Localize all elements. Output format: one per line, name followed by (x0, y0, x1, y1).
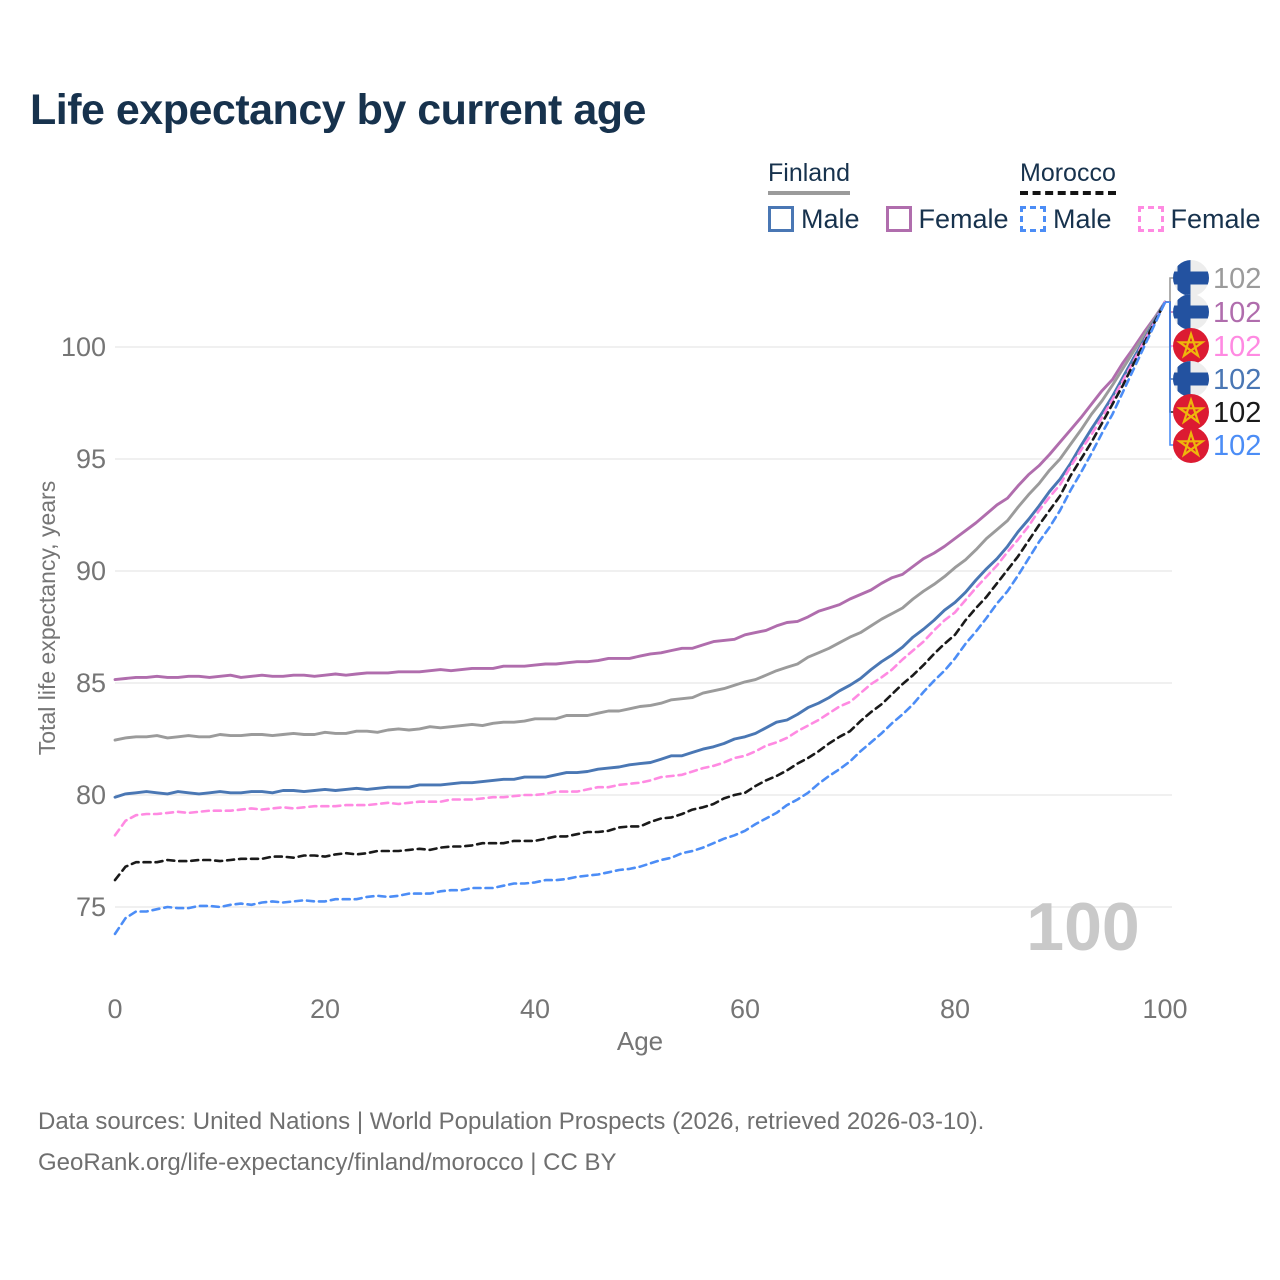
legend-item-morocco-female[interactable]: Female (1137, 203, 1261, 235)
x-tick-label-60: 60 (730, 994, 760, 1024)
morocco-female-swatch-icon (1137, 206, 1164, 232)
x-tick-label-0: 0 (107, 994, 122, 1024)
y-tick-label-75: 75 (76, 892, 106, 922)
x-tick-label-80: 80 (940, 994, 970, 1024)
finland-flag-icon (1173, 294, 1209, 330)
legend-group-morocco: Morocco Male Female (1020, 159, 1261, 235)
morocco-flag-icon (1173, 328, 1209, 364)
series-line-finland-female[interactable] (113, 300, 1167, 682)
legend-items-morocco: Male Female (1020, 204, 1261, 235)
end-value-label-morocco-both-sexes: 102 (1213, 397, 1261, 429)
morocco-flag-icon (1173, 427, 1209, 463)
page-title: Life expectancy by current age (30, 86, 646, 134)
finland-male-swatch-icon (768, 206, 794, 232)
legend-group-finland: Finland Male Female (768, 159, 1009, 235)
end-value-label-morocco-male: 102 (1213, 430, 1261, 462)
x-tick-label-100: 100 (1142, 994, 1187, 1024)
end-value-label-finland-female: 102 (1213, 297, 1261, 329)
series-line-morocco-female[interactable] (113, 300, 1167, 837)
x-tick-label-40: 40 (520, 994, 550, 1024)
y-tick-label-85: 85 (76, 668, 106, 698)
y-tick-label-100: 100 (61, 332, 106, 362)
legend-group-title-finland: Finland (768, 159, 850, 195)
finland-flag-icon (1173, 260, 1209, 296)
finland-female-swatch-icon (885, 206, 912, 232)
y-tick-label-80: 80 (76, 780, 106, 810)
legend-item-morocco-male[interactable]: Male (1020, 204, 1112, 235)
series-line-morocco-both-sexes[interactable] (113, 300, 1167, 882)
morocco-flag-icon (1173, 394, 1209, 430)
y-tick-label-90: 90 (76, 556, 106, 586)
series-line-morocco-male[interactable] (113, 300, 1167, 936)
x-tick-label-20: 20 (310, 994, 340, 1024)
legend-group-title-morocco: Morocco (1020, 159, 1116, 195)
legend-items-finland: Male Female (768, 204, 1009, 235)
series-line-finland-both-sexes[interactable] (113, 300, 1167, 742)
end-value-label-finland-both-sexes: 102 (1213, 263, 1261, 295)
attribution-line: GeoRank.org/life-expectancy/finland/moro… (38, 1149, 617, 1176)
legend-label: Male (1053, 203, 1112, 234)
x-axis-title: Age (617, 1026, 663, 1056)
legend-label: Female (918, 203, 1009, 234)
legend-item-finland-male[interactable]: Male (768, 204, 860, 235)
end-value-label-morocco-female: 102 (1213, 331, 1261, 363)
y-axis-title: Total life expectancy, years (34, 481, 60, 755)
data-source-line: Data sources: United Nations | World Pop… (38, 1108, 985, 1135)
legend-label: Female (1170, 203, 1261, 234)
y-tick-label-95: 95 (76, 444, 106, 474)
end-value-label-finland-male: 102 (1213, 364, 1261, 396)
finland-flag-icon (1173, 361, 1209, 397)
legend-item-finland-female[interactable]: Female (885, 203, 1009, 235)
age-watermark: 100 (1026, 889, 1139, 965)
morocco-male-swatch-icon (1020, 206, 1046, 232)
legend-label: Male (801, 203, 860, 234)
series-line-finland-male[interactable] (113, 300, 1167, 799)
